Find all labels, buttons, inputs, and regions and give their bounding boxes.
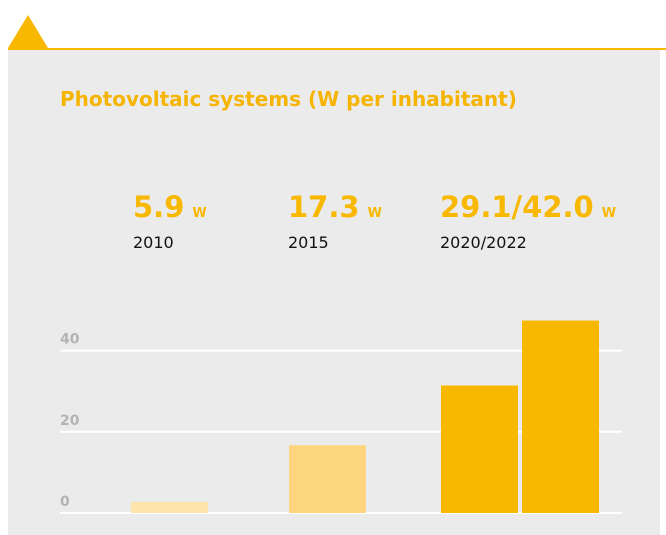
stat-number: 29.1/42.0 — [440, 190, 594, 224]
bar — [289, 445, 366, 513]
y-tick-label: 40 — [60, 332, 80, 348]
stat-label: 2020/2022 — [440, 233, 527, 252]
stat-label: 2015 — [288, 233, 329, 252]
stat-label: 2010 — [133, 233, 174, 252]
stat-unit: W — [602, 206, 616, 221]
y-tick-label: 20 — [60, 413, 80, 429]
bar — [131, 502, 208, 513]
stat-number: 17.3 — [288, 190, 360, 224]
bar — [441, 385, 518, 513]
chart-title: Photovoltaic systems (W per inhabitant) — [60, 87, 517, 111]
stat-value: 17.3 W — [288, 190, 382, 224]
bar — [522, 320, 599, 513]
stat-number: 5.9 — [133, 190, 184, 224]
y-tick-label: 0 — [60, 494, 70, 510]
stat-unit: W — [368, 206, 382, 221]
stat-value: 5.9 W — [133, 190, 207, 224]
corner-triangle — [8, 15, 48, 48]
stat-value: 29.1/42.0 W — [440, 190, 616, 224]
stat-unit: W — [192, 206, 206, 221]
